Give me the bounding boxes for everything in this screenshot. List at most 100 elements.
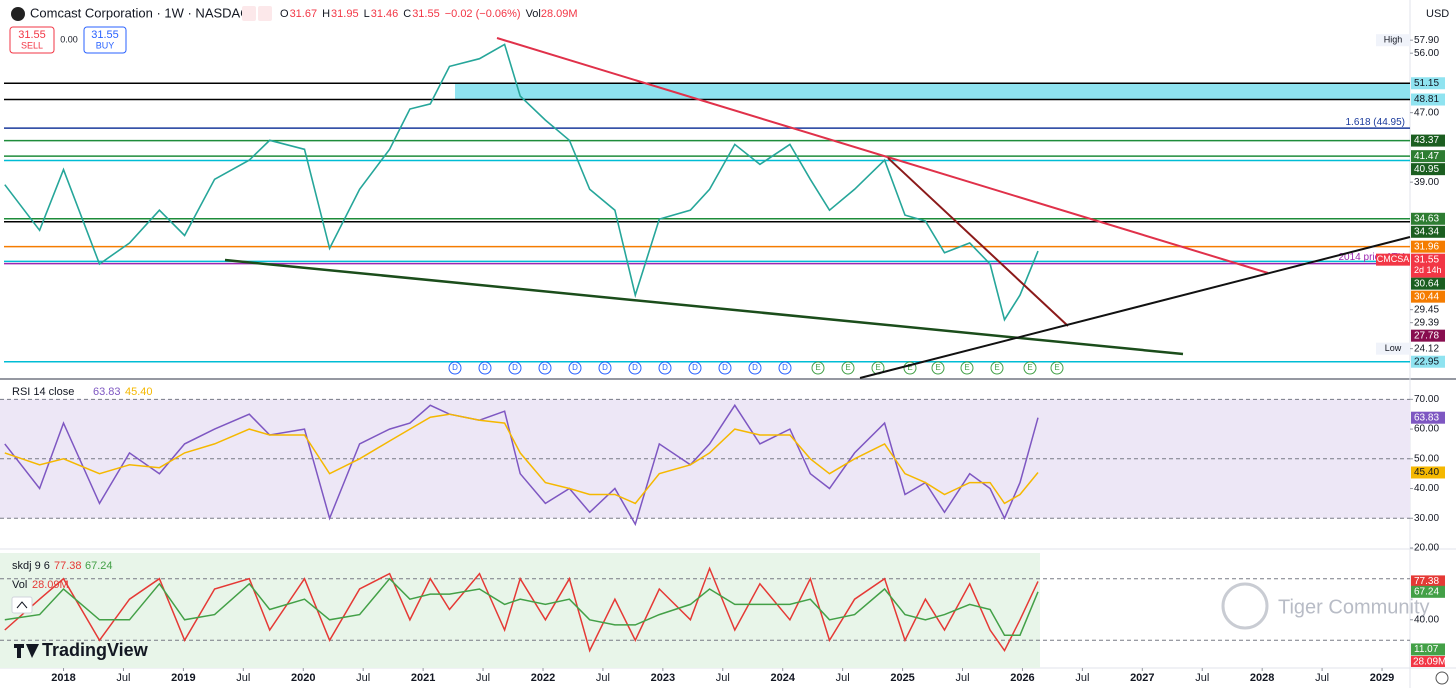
price-tag — [1411, 355, 1445, 368]
x-tick-label: Jul — [836, 672, 850, 684]
earnings-label: E — [964, 363, 969, 372]
layers: 1.618 (44.95) 2014 prior ATH D D D D D D D D D D D D E… — [0, 43, 1410, 668]
x-tick-label: 2025 — [890, 672, 914, 684]
earnings-label: E — [815, 363, 820, 372]
volume-label: Vol — [526, 8, 541, 20]
price-tag — [1411, 77, 1445, 90]
price-tag-label: 24.12 — [1414, 343, 1439, 354]
earnings-icon — [811, 361, 825, 375]
value-tag — [1411, 643, 1445, 656]
ohlc-value: 31.55 — [412, 8, 440, 20]
indicator-button[interactable] — [242, 6, 256, 21]
skdj-legend: skdj 9 6 — [12, 560, 50, 572]
x-tick-label: 2020 — [291, 672, 315, 684]
x-tick-label: Jul — [356, 672, 370, 684]
sell-label: SELL — [21, 40, 43, 50]
sell-button[interactable] — [9, 26, 55, 54]
rsi-value: 63.83 — [93, 386, 121, 398]
pane-bg — [0, 553, 1040, 668]
price-tag — [1411, 225, 1445, 238]
value-tag-label: 63.83 — [1414, 412, 1439, 423]
dividend-icon — [598, 361, 612, 375]
earnings-label: E — [935, 363, 940, 372]
currency: USD — [1426, 8, 1449, 20]
x-tick-label: 2018 — [51, 672, 75, 684]
dividend-icon — [538, 361, 552, 375]
dividend-icon — [448, 361, 462, 375]
sell-price: 31.55 — [18, 29, 46, 41]
ohlc: O 31.67 H 31.95 L 31.46 C 31.55 −0.02 (−0.06%) Vo… — [280, 8, 578, 20]
price-tag-label: 51.15 — [1414, 78, 1439, 89]
x-tick-label: Jul — [716, 672, 730, 684]
x-tick-label: 2019 — [171, 672, 195, 684]
value-tag — [1411, 466, 1445, 479]
x-tick-label: 2026 — [1010, 672, 1034, 684]
x-tick-label: Jul — [1315, 672, 1329, 684]
x-tick-label: Jul — [955, 672, 969, 684]
rsi-ma-value: 45.40 — [125, 386, 153, 398]
price-tag-note: CMCSA — [1377, 254, 1410, 264]
symbol-title: Comcast Corporation · 1W · NASDAQ — [30, 5, 250, 20]
volume-legend: Vol — [12, 579, 27, 591]
price-tag — [1411, 240, 1445, 253]
value-tag — [1411, 411, 1445, 424]
dividend-icon — [748, 361, 762, 375]
price-tag-label: 31.96 — [1414, 241, 1439, 252]
price-tag-note: High — [1384, 35, 1403, 45]
trend-line — [859, 236, 1411, 379]
tiger-watermark: Tiger Community — [1278, 596, 1430, 618]
volume-value: 28.09M — [32, 579, 69, 591]
value-tag-label: 77.38 — [1414, 576, 1439, 587]
x-tick-label: Jul — [596, 672, 610, 684]
x-tick-label: 2022 — [531, 672, 555, 684]
dividend-label: D — [602, 363, 608, 372]
earnings-icon — [960, 361, 974, 375]
dividend-icon — [658, 361, 672, 375]
settings-icon[interactable] — [1435, 671, 1449, 685]
value-tag-label: 45.40 — [1414, 467, 1439, 478]
price-tag-sub: 2d 14h — [1414, 265, 1442, 275]
value-tag-label: 11.07 — [1414, 644, 1439, 655]
value-tag — [1411, 585, 1445, 598]
ohlc-value: 31.67 — [290, 8, 318, 20]
price-tag-label: 43.37 — [1414, 135, 1439, 146]
y-tick-label: 50.00 — [1414, 453, 1439, 464]
skdj-k-value: 77.38 — [54, 560, 82, 572]
dividend-icon — [778, 361, 792, 375]
ohlc-label: L — [364, 8, 370, 20]
x-tick-label: Jul — [1075, 672, 1089, 684]
price-tag-label: 30.64 — [1414, 278, 1439, 289]
volume-value: 28.09M — [541, 8, 578, 20]
tv-logo — [14, 644, 39, 658]
earnings-icon — [841, 361, 855, 375]
dividend-label: D — [482, 363, 488, 372]
price-tag-label: 56.00 — [1414, 48, 1439, 59]
dividend-label: D — [662, 363, 668, 372]
price-tag-label: 27.78 — [1414, 330, 1439, 341]
buy-button[interactable] — [83, 26, 127, 54]
price-tag — [1411, 290, 1445, 303]
dividend-label: D — [542, 363, 548, 372]
price-tag-label: 29.39 — [1414, 317, 1439, 328]
ohlc-value: 31.95 — [331, 8, 359, 20]
level-label: 2014 prior ATH — [1338, 252, 1405, 263]
earnings-label: E — [1054, 363, 1059, 372]
tiger-logo — [1221, 582, 1269, 630]
indicator-button[interactable] — [258, 6, 272, 21]
ohlc-label: C — [403, 8, 411, 20]
level-label: 1.618 (44.95) — [1346, 117, 1406, 128]
value-tag — [1411, 575, 1445, 588]
skdj-d-value: 67.24 — [85, 560, 113, 572]
indicator-line — [4, 566, 1039, 653]
x-tick-label: Jul — [116, 672, 130, 684]
price-tag — [1411, 163, 1445, 176]
dividend-label: D — [692, 363, 698, 372]
price-tag-label: 34.34 — [1414, 226, 1439, 237]
earnings-label: E — [907, 363, 912, 372]
price-tag-label: 31.55 — [1414, 254, 1439, 265]
dividend-icon — [628, 361, 642, 375]
price-tag — [1411, 212, 1445, 225]
collapse-button[interactable] — [11, 596, 33, 614]
